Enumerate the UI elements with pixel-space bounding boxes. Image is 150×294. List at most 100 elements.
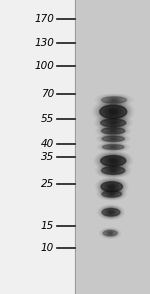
- Ellipse shape: [112, 99, 116, 101]
- Ellipse shape: [106, 120, 120, 126]
- Ellipse shape: [108, 158, 119, 164]
- Ellipse shape: [105, 136, 121, 141]
- Ellipse shape: [107, 145, 119, 149]
- Text: 70: 70: [41, 89, 54, 99]
- Ellipse shape: [104, 106, 123, 118]
- Ellipse shape: [110, 146, 117, 148]
- Ellipse shape: [102, 190, 122, 198]
- Ellipse shape: [108, 185, 115, 188]
- Ellipse shape: [107, 108, 119, 116]
- Text: 100: 100: [34, 61, 54, 71]
- Ellipse shape: [106, 192, 117, 196]
- Ellipse shape: [105, 97, 123, 103]
- Ellipse shape: [101, 119, 126, 127]
- Ellipse shape: [110, 138, 117, 140]
- Ellipse shape: [107, 210, 115, 214]
- Ellipse shape: [100, 165, 126, 176]
- Ellipse shape: [102, 127, 125, 135]
- Ellipse shape: [104, 144, 122, 150]
- Ellipse shape: [107, 192, 116, 196]
- Ellipse shape: [108, 121, 119, 125]
- Ellipse shape: [111, 170, 115, 171]
- Ellipse shape: [106, 231, 114, 235]
- Ellipse shape: [108, 137, 118, 140]
- Ellipse shape: [103, 97, 125, 103]
- Ellipse shape: [101, 181, 122, 193]
- Ellipse shape: [104, 119, 122, 126]
- Ellipse shape: [111, 138, 115, 139]
- Ellipse shape: [105, 128, 122, 134]
- Ellipse shape: [103, 128, 123, 134]
- Ellipse shape: [110, 186, 114, 188]
- Text: 10: 10: [41, 243, 54, 253]
- Ellipse shape: [111, 122, 115, 124]
- Ellipse shape: [99, 153, 127, 168]
- Ellipse shape: [102, 208, 120, 217]
- Ellipse shape: [100, 103, 127, 120]
- Text: 15: 15: [41, 221, 54, 231]
- Ellipse shape: [99, 164, 128, 177]
- Bar: [75, 0, 150, 294]
- Ellipse shape: [101, 207, 121, 218]
- Ellipse shape: [103, 144, 124, 150]
- Ellipse shape: [110, 130, 117, 132]
- Ellipse shape: [103, 208, 119, 216]
- Ellipse shape: [106, 128, 120, 133]
- Ellipse shape: [101, 182, 123, 192]
- Ellipse shape: [110, 193, 113, 195]
- Ellipse shape: [109, 109, 117, 114]
- Ellipse shape: [110, 159, 117, 163]
- Ellipse shape: [106, 210, 116, 215]
- Ellipse shape: [102, 135, 124, 142]
- Ellipse shape: [111, 130, 115, 131]
- Ellipse shape: [104, 156, 122, 166]
- Ellipse shape: [99, 118, 127, 128]
- Ellipse shape: [100, 105, 127, 118]
- Ellipse shape: [102, 166, 125, 175]
- Ellipse shape: [98, 179, 125, 194]
- Ellipse shape: [110, 99, 118, 101]
- Bar: [0, 0, 75, 294]
- Ellipse shape: [108, 146, 118, 148]
- Ellipse shape: [105, 230, 115, 236]
- Text: 25: 25: [41, 179, 54, 189]
- Ellipse shape: [102, 105, 125, 119]
- Ellipse shape: [101, 190, 123, 198]
- Ellipse shape: [102, 167, 125, 174]
- Ellipse shape: [103, 119, 124, 127]
- Ellipse shape: [104, 230, 116, 236]
- Ellipse shape: [111, 160, 115, 162]
- Ellipse shape: [103, 191, 120, 197]
- Ellipse shape: [96, 101, 130, 122]
- Ellipse shape: [97, 153, 129, 169]
- Ellipse shape: [108, 98, 120, 102]
- Ellipse shape: [111, 146, 115, 148]
- Ellipse shape: [105, 167, 122, 174]
- Ellipse shape: [100, 180, 124, 194]
- Ellipse shape: [102, 191, 122, 197]
- Ellipse shape: [101, 97, 127, 103]
- Ellipse shape: [108, 129, 118, 133]
- Ellipse shape: [101, 135, 126, 143]
- Ellipse shape: [101, 118, 126, 128]
- Ellipse shape: [104, 182, 119, 191]
- Ellipse shape: [101, 156, 126, 166]
- Ellipse shape: [110, 169, 117, 172]
- Ellipse shape: [108, 211, 114, 214]
- Ellipse shape: [109, 193, 115, 195]
- Text: 170: 170: [34, 14, 54, 24]
- Ellipse shape: [103, 155, 124, 166]
- Ellipse shape: [102, 96, 126, 104]
- Ellipse shape: [100, 206, 122, 218]
- Ellipse shape: [110, 121, 117, 124]
- Ellipse shape: [106, 183, 118, 190]
- Ellipse shape: [106, 157, 120, 165]
- Ellipse shape: [109, 233, 111, 234]
- Ellipse shape: [106, 145, 121, 149]
- Ellipse shape: [102, 136, 124, 142]
- Ellipse shape: [100, 126, 126, 135]
- Ellipse shape: [97, 117, 129, 129]
- Text: 35: 35: [41, 152, 54, 162]
- Ellipse shape: [107, 232, 113, 235]
- Text: 55: 55: [41, 114, 54, 124]
